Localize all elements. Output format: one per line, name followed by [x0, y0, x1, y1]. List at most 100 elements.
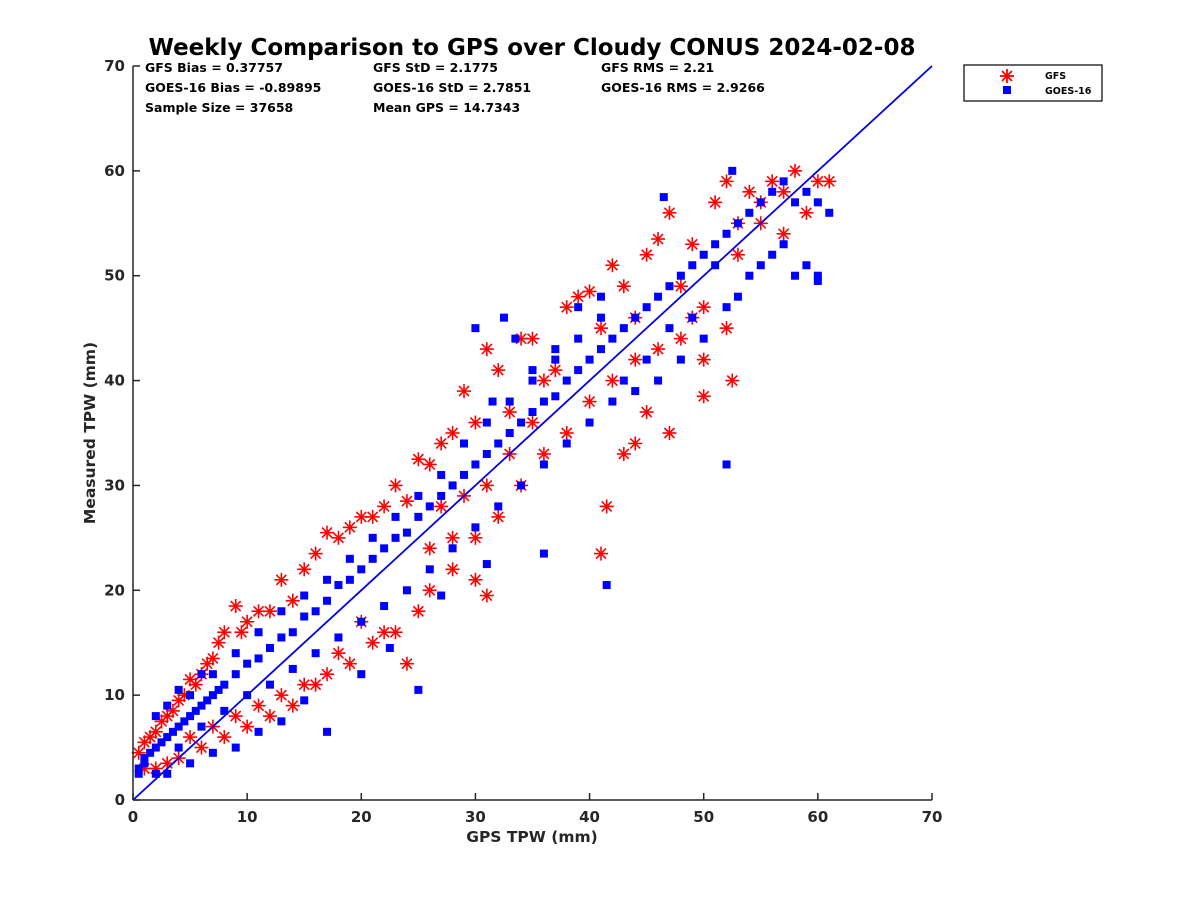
x-tick-label: 50 [693, 808, 714, 826]
gfs-point [228, 709, 243, 724]
gfs-point [582, 394, 597, 409]
gfs-point [228, 599, 243, 614]
gfs-point [536, 446, 551, 461]
goes-16-point [631, 387, 640, 396]
goes-16-point [471, 324, 480, 333]
gfs-point [331, 530, 346, 545]
goes-16-point [654, 376, 663, 385]
goes-16-point [174, 743, 183, 752]
goes-16-point [596, 345, 605, 354]
chart-title: Weekly Comparison to GPS over Cloudy CON… [149, 35, 916, 61]
goes-16-point [505, 397, 514, 406]
gfs-point [616, 279, 631, 294]
goes-16-point [642, 355, 651, 364]
goes-16-point [528, 376, 537, 385]
gfs-point [320, 667, 335, 682]
goes-16-point [619, 324, 628, 333]
goes-16-point [791, 198, 800, 207]
gfs-point [651, 342, 666, 357]
gfs-point [262, 709, 277, 724]
gfs-point [502, 405, 517, 420]
goes-16-point [505, 429, 514, 437]
gfs-point [217, 730, 232, 745]
stats-block: GFS Bias = 0.37757 GFS StD = 2.1775 GFS … [145, 60, 765, 115]
goes-16-point [539, 397, 548, 406]
gfs-point [571, 289, 586, 304]
goes-16-point [402, 586, 411, 595]
goes-16-point [574, 366, 583, 375]
goes-16-point [231, 743, 240, 752]
goes-16-point [191, 706, 200, 715]
goes-16-point [619, 376, 628, 385]
goes-16-point [699, 250, 708, 259]
goes-16-point [460, 470, 469, 479]
gfs-point [148, 724, 163, 739]
gfs-point [548, 363, 563, 378]
legend-marker-goes-square [1003, 86, 1011, 94]
goes-16-point [151, 712, 160, 721]
goes-16-point [596, 313, 605, 322]
gfs-point [468, 530, 483, 545]
gfs-point [628, 436, 643, 451]
goes-16-point [300, 696, 309, 705]
goes-16-point [345, 575, 354, 584]
goes-16-point [334, 633, 343, 642]
gfs-point [297, 562, 312, 577]
goes-16-point [368, 533, 377, 542]
y-tick-label: 60 [104, 162, 125, 180]
gfs-point [491, 509, 506, 524]
goes-16-point [494, 439, 503, 448]
goes-16-point [596, 292, 605, 301]
gfs-point [285, 593, 300, 608]
goes-16-point [288, 664, 297, 673]
goes-16-point [517, 418, 526, 427]
goes-16-point [585, 418, 594, 427]
goes-16-point [414, 491, 423, 500]
goes-16-point [665, 324, 674, 333]
goes-16-point [186, 712, 195, 721]
goes-16-point [528, 366, 537, 375]
gfs-point [696, 352, 711, 367]
goes-16-point [334, 581, 343, 590]
goes-16-point [414, 685, 423, 694]
goes-16-point [231, 670, 240, 679]
goes-16-point [357, 617, 366, 626]
goes-16-point [460, 439, 469, 448]
goes-16-point [168, 727, 177, 736]
gfs-point [673, 279, 688, 294]
axis-ticks: 0 10 20 30 40 50 60 70 0 10 20 30 40 50 60 70 [104, 57, 942, 826]
goes-16-point [768, 187, 777, 196]
gfs-point [599, 499, 614, 514]
gfs-point [673, 331, 688, 346]
gfs-point [696, 389, 711, 404]
goes-16-point [425, 565, 434, 574]
goes-16-point [254, 628, 263, 637]
gfs-point [297, 677, 312, 692]
goes-16-point [243, 659, 252, 668]
goes-16-point [402, 528, 411, 537]
x-tick-label: 20 [351, 808, 372, 826]
goes-16-point [528, 408, 537, 417]
one-to-one-line [132, 65, 933, 801]
goes-16-point [631, 313, 640, 322]
goes-16-point [197, 722, 206, 731]
gfs-point [696, 300, 711, 315]
goes-16-point [574, 334, 583, 343]
goes-16-point [562, 376, 571, 385]
goes-16-point [163, 769, 172, 778]
goes-16-point [380, 602, 389, 611]
goes-16-point [711, 240, 720, 249]
gfs-point [399, 494, 414, 509]
gfs-point [582, 284, 597, 299]
goes-16-point [220, 706, 229, 715]
gfs-point [605, 373, 620, 388]
goes-16-point [157, 738, 166, 747]
legend-label-goes-16: GOES-16 [1045, 86, 1092, 97]
gfs-point [194, 740, 209, 755]
goes-16-point [688, 313, 697, 322]
goes-16-point [140, 759, 149, 768]
goes-16-point [134, 769, 143, 778]
gfs-point [468, 415, 483, 430]
gfs-point [605, 258, 620, 273]
goes-16-point [676, 271, 685, 280]
